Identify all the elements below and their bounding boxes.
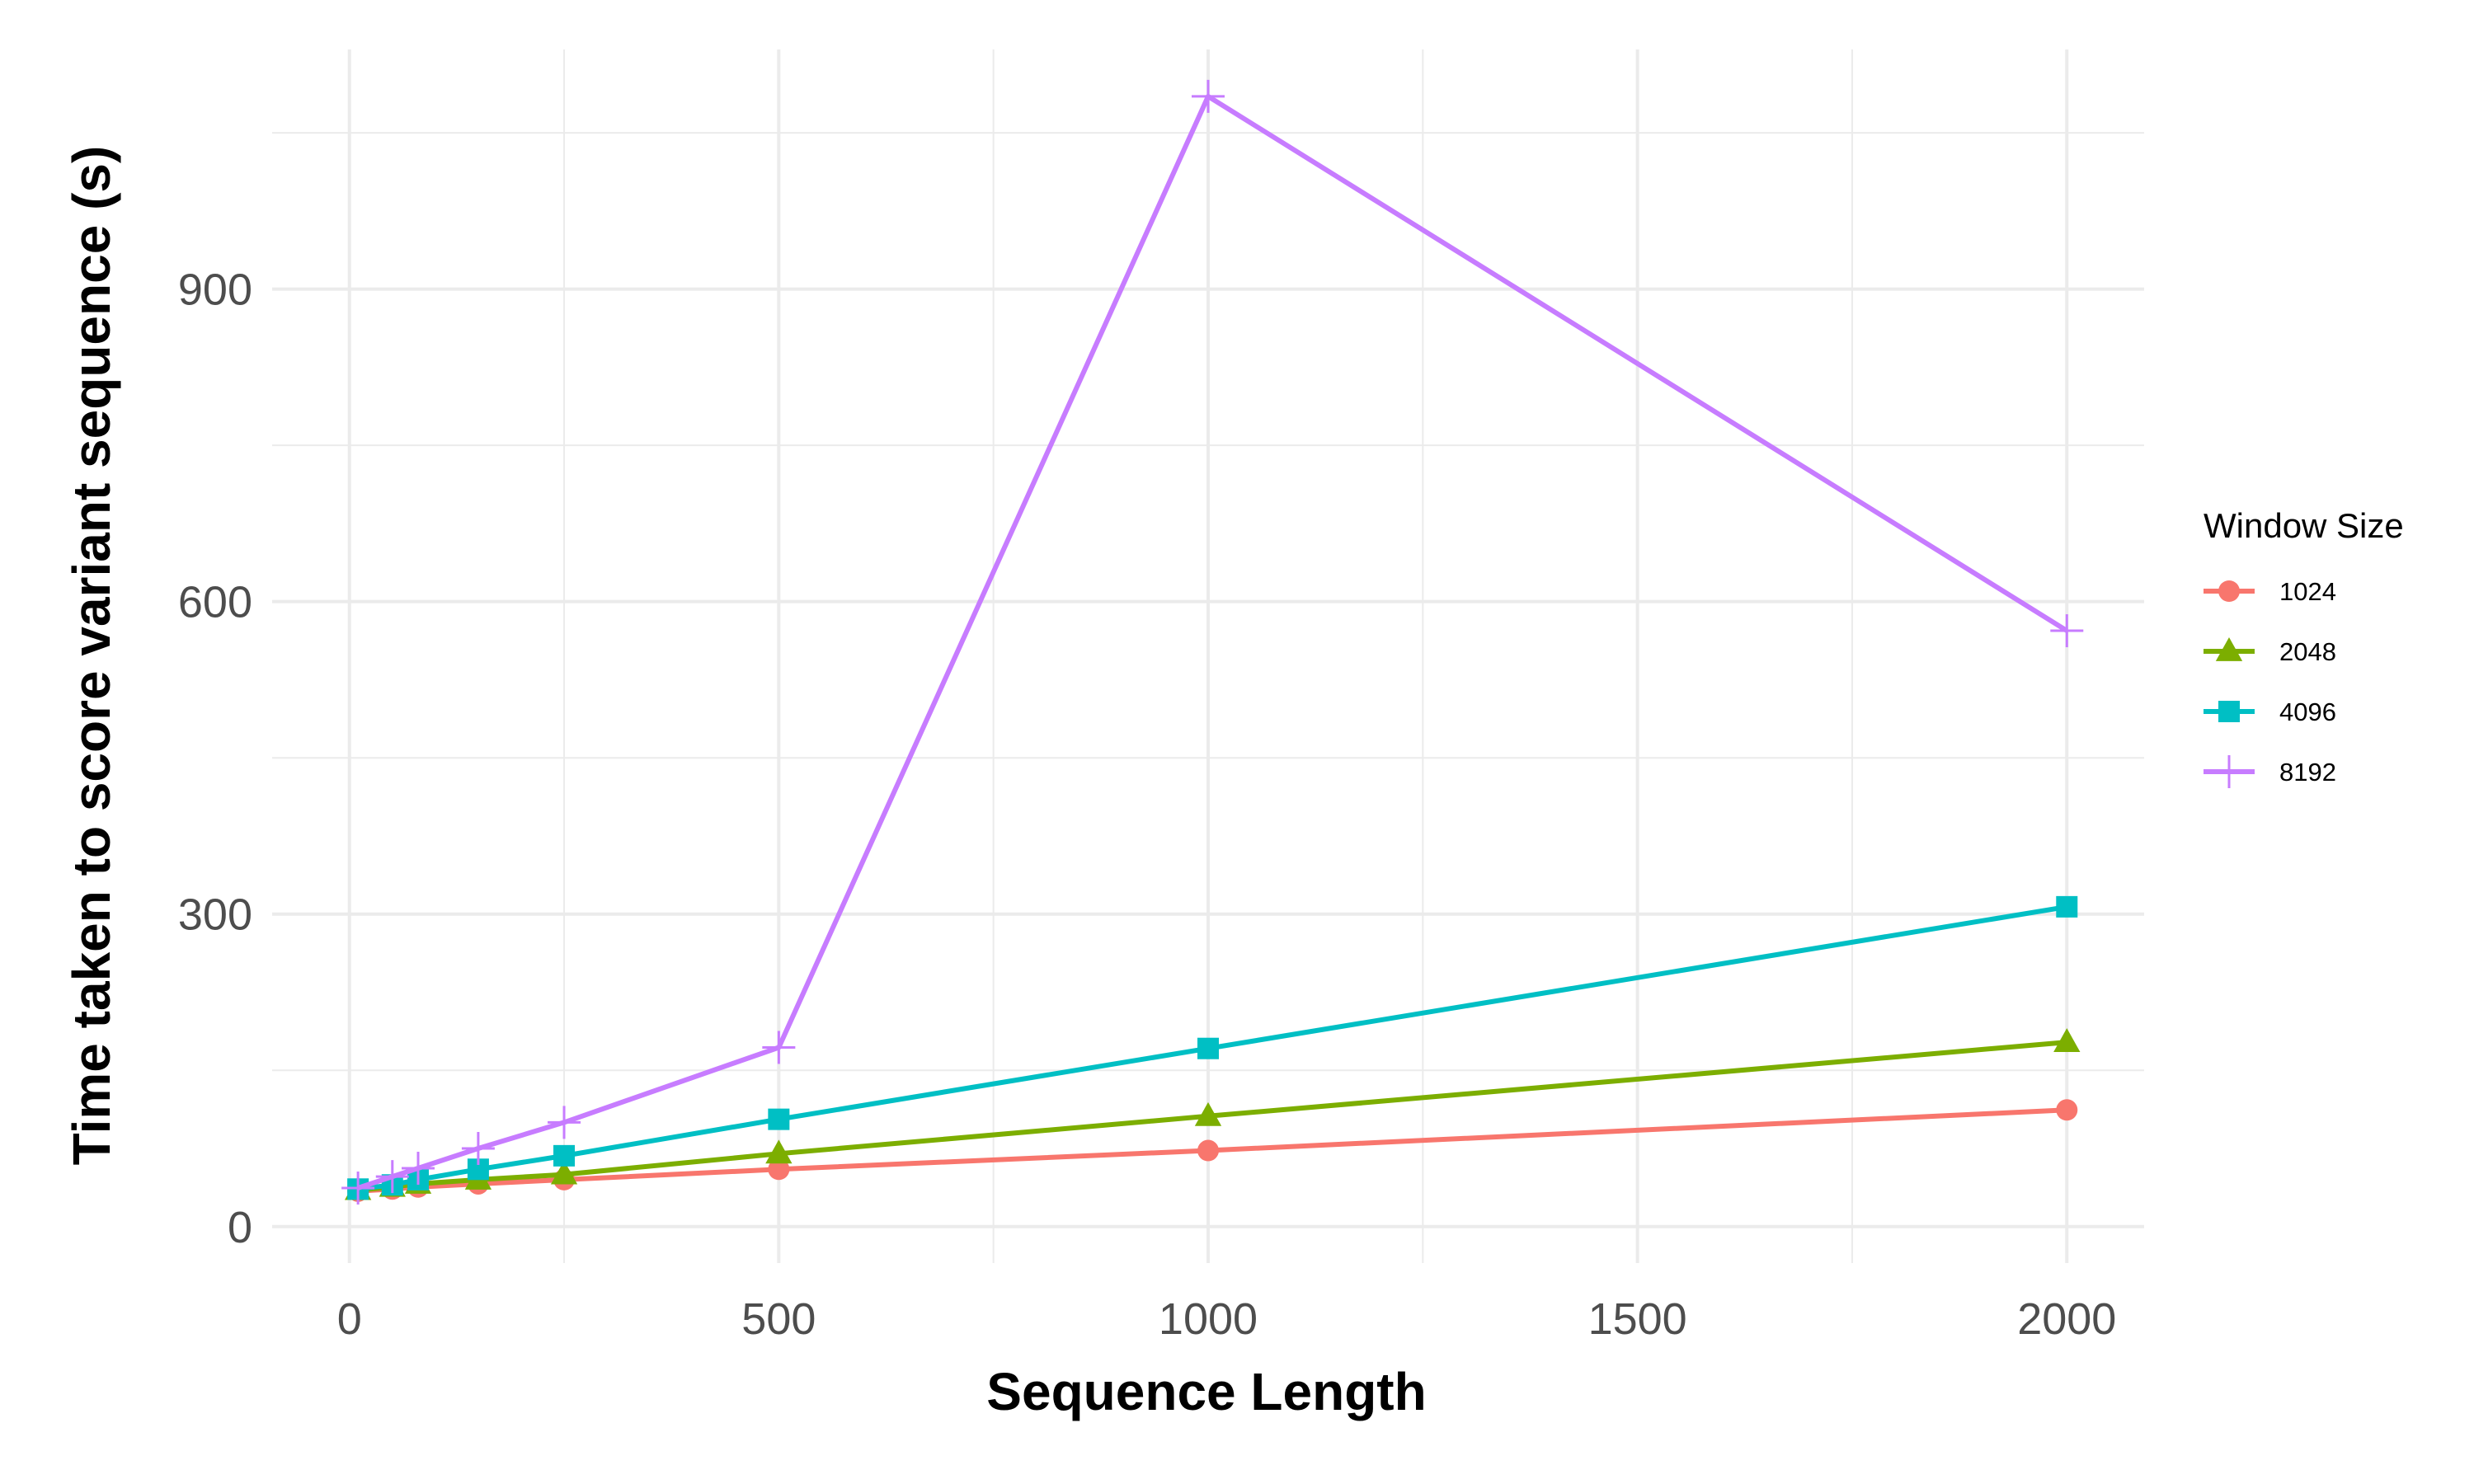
legend-item-4096: 4096: [2204, 697, 2336, 726]
data-point-8192: [2050, 614, 2084, 648]
legend-key-marker: [2218, 701, 2240, 722]
data-point-8192: [402, 1152, 435, 1186]
data-point-2048: [550, 1160, 578, 1185]
y-tick-label: 900: [178, 265, 252, 315]
data-point-4096: [768, 1108, 790, 1130]
legend-title: Window Size: [2204, 506, 2404, 545]
grid-lines: [272, 49, 2144, 1263]
series-line-8192: [357, 93, 2068, 1190]
data-point-8192: [461, 1132, 495, 1166]
data-point-8192: [762, 1031, 796, 1064]
x-axis-title: Sequence Length: [986, 1362, 1426, 1421]
data-point-8192: [1192, 79, 1225, 113]
y-tick-label: 600: [178, 578, 252, 627]
x-tick-label: 500: [741, 1294, 816, 1344]
legend: Window Size 1024 2048 4096 8192: [2204, 506, 2404, 788]
x-tick-label: 1000: [1159, 1294, 1258, 1344]
legend-key-marker: [2215, 637, 2243, 661]
legend-key-marker: [2218, 580, 2240, 602]
data-point-4096: [1197, 1037, 1219, 1059]
legend-key-marker: [2213, 755, 2246, 788]
y-axis-title: Time taken to score variant sequence (s): [62, 146, 121, 1166]
legend-item-8192: 8192: [2204, 755, 2336, 788]
legend-item-2048: 2048: [2204, 637, 2336, 666]
x-tick-label: 0: [337, 1294, 362, 1344]
legend-label: 1024: [2279, 577, 2336, 606]
y-tick-label: 300: [178, 890, 252, 940]
x-tick-label: 1500: [1588, 1294, 1687, 1344]
data-point-8192: [375, 1160, 409, 1194]
data-point-2048: [2053, 1028, 2081, 1053]
data-point-2048: [1194, 1101, 1222, 1126]
data-point-8192: [548, 1106, 581, 1139]
data-point-1024: [1197, 1139, 1219, 1162]
series-8192: [341, 79, 2084, 1205]
legend-item-1024: 1024: [2204, 577, 2336, 606]
data-point-8192: [341, 1172, 375, 1205]
x-tick-label: 2000: [2017, 1294, 2116, 1344]
y-tick-label: 0: [228, 1203, 252, 1252]
legend-label: 8192: [2279, 758, 2336, 787]
data-point-1024: [768, 1158, 790, 1181]
series-lines: [341, 79, 2084, 1205]
data-point-4096: [553, 1144, 576, 1167]
legend-label: 2048: [2279, 637, 2336, 666]
tick-labels: 0 500 1000 1500 2000 0 300 600 900: [178, 265, 2116, 1344]
data-point-2048: [765, 1139, 793, 1164]
legend-label: 4096: [2279, 697, 2336, 726]
data-point-1024: [2056, 1099, 2078, 1121]
data-point-4096: [2056, 895, 2078, 918]
series-4096: [347, 895, 2078, 1200]
